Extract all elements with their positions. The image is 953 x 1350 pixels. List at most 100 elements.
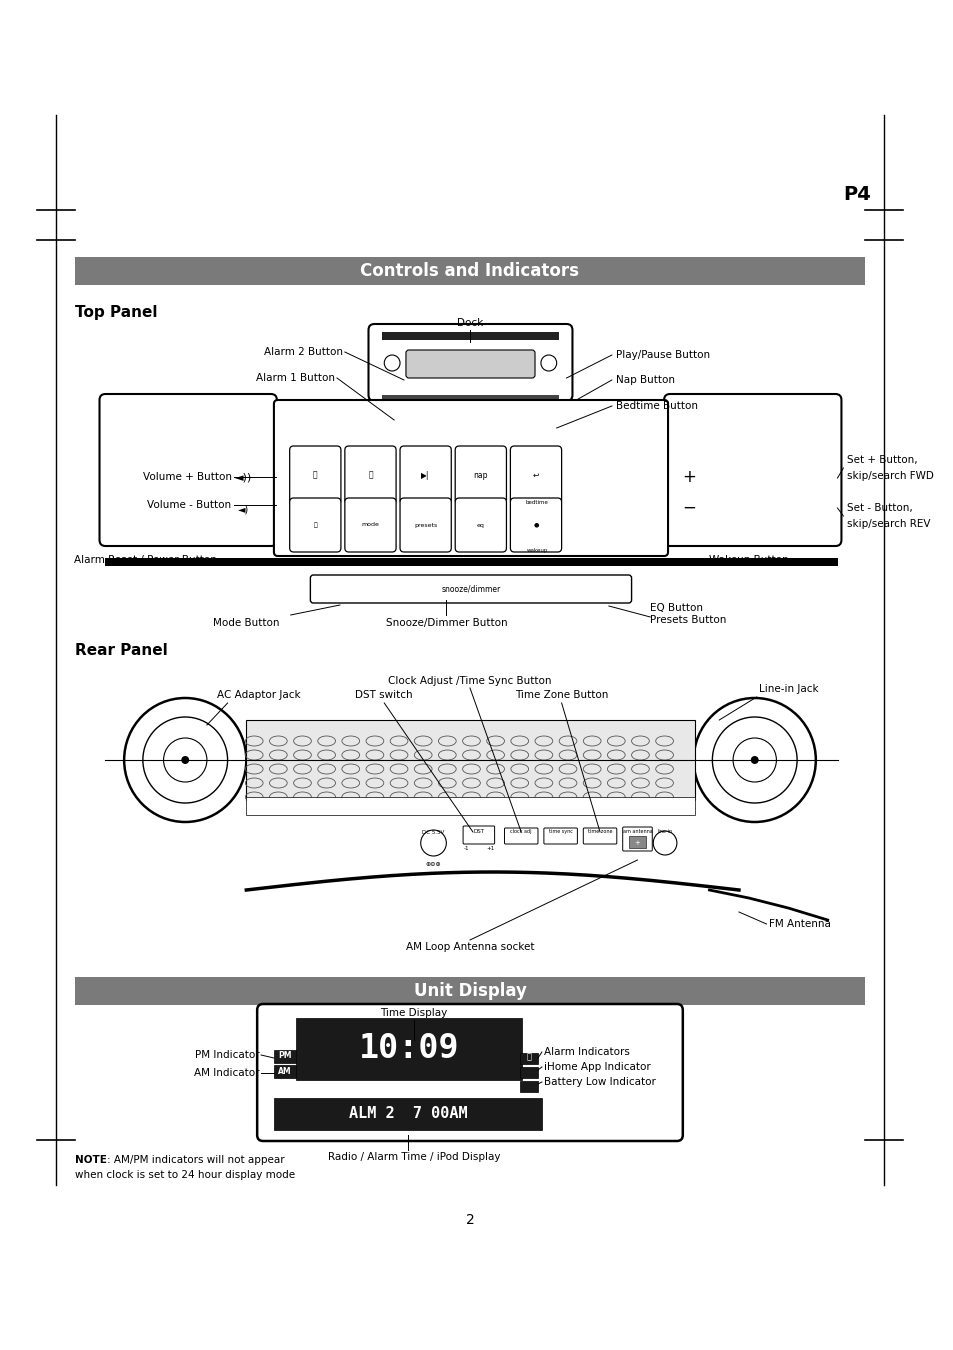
Text: Dock: Dock: [456, 319, 482, 328]
FancyBboxPatch shape: [455, 498, 506, 552]
Text: Alarm 2 Button: Alarm 2 Button: [264, 347, 342, 356]
Text: am antenna: am antenna: [622, 829, 652, 834]
Circle shape: [181, 756, 189, 764]
Text: Volume - Button: Volume - Button: [148, 500, 232, 510]
Text: Rear Panel: Rear Panel: [74, 643, 168, 657]
Text: Radio / Alarm Time / iPod Display: Radio / Alarm Time / iPod Display: [327, 1152, 499, 1162]
Text: +1: +1: [486, 846, 495, 852]
FancyBboxPatch shape: [455, 446, 506, 504]
Text: ◄)): ◄)): [234, 472, 252, 482]
Text: Top Panel: Top Panel: [74, 305, 157, 320]
Text: ⏰: ⏰: [526, 1053, 531, 1061]
Text: 2: 2: [465, 1214, 474, 1227]
Text: wakeup: wakeup: [526, 548, 547, 554]
Bar: [246, 796, 694, 815]
FancyBboxPatch shape: [510, 498, 561, 552]
FancyBboxPatch shape: [257, 1004, 682, 1141]
FancyBboxPatch shape: [582, 828, 617, 844]
Text: DST: DST: [473, 829, 484, 834]
Circle shape: [750, 756, 758, 764]
Bar: [519, 1053, 537, 1064]
FancyBboxPatch shape: [510, 446, 561, 504]
Bar: [295, 1018, 521, 1080]
Text: Time Display: Time Display: [380, 1008, 447, 1018]
Text: Time Zone Button: Time Zone Button: [515, 690, 608, 701]
FancyBboxPatch shape: [290, 446, 340, 504]
Bar: [74, 977, 864, 1004]
Bar: [74, 256, 864, 285]
Text: ◄): ◄): [237, 505, 249, 514]
Text: PM Indicator: PM Indicator: [194, 1050, 259, 1060]
Bar: [519, 1066, 537, 1079]
Text: line-in: line-in: [657, 829, 672, 834]
Text: Wakeup Button: Wakeup Button: [709, 555, 788, 566]
Text: Controls and Indicators: Controls and Indicators: [360, 262, 578, 279]
Text: EQ Button: EQ Button: [650, 603, 702, 613]
Text: ▶|: ▶|: [421, 471, 430, 479]
FancyBboxPatch shape: [543, 828, 577, 844]
Bar: [274, 1050, 295, 1062]
Text: DST switch: DST switch: [355, 690, 413, 701]
Text: Set - Button,: Set - Button,: [846, 504, 912, 513]
Text: clock adj: clock adj: [510, 829, 532, 834]
Bar: [246, 720, 694, 801]
Text: Snooze/Dimmer Button: Snooze/Dimmer Button: [385, 618, 507, 628]
FancyBboxPatch shape: [622, 828, 652, 850]
FancyBboxPatch shape: [99, 394, 276, 545]
Text: presets: presets: [414, 522, 436, 528]
Text: P4: P4: [842, 185, 870, 204]
Text: +: +: [634, 840, 639, 846]
Text: -1: -1: [463, 846, 469, 852]
Text: skip/search FWD: skip/search FWD: [846, 471, 933, 481]
Text: FM Antenna: FM Antenna: [768, 919, 829, 929]
Text: Alarm 1 Button: Alarm 1 Button: [255, 373, 335, 383]
FancyBboxPatch shape: [274, 400, 667, 556]
Text: PM: PM: [277, 1052, 292, 1061]
FancyBboxPatch shape: [344, 498, 395, 552]
Text: AM Indicator: AM Indicator: [193, 1068, 259, 1079]
Text: +: +: [681, 468, 695, 486]
Text: AM Loop Antenna socket: AM Loop Antenna socket: [405, 942, 534, 952]
FancyBboxPatch shape: [462, 826, 494, 844]
Text: Nap Button: Nap Button: [616, 375, 674, 385]
Text: Clock Adjust /Time Sync Button: Clock Adjust /Time Sync Button: [388, 676, 551, 686]
Text: snooze/dimmer: snooze/dimmer: [441, 585, 500, 594]
Text: Volume + Button: Volume + Button: [142, 472, 232, 482]
Text: H: H: [314, 558, 321, 568]
Text: Set + Button,: Set + Button,: [846, 455, 917, 464]
Text: eq: eq: [476, 522, 484, 528]
Text: time zone: time zone: [587, 829, 612, 834]
FancyBboxPatch shape: [399, 446, 451, 504]
Text: Alarm Reset / Power Button: Alarm Reset / Power Button: [73, 555, 216, 566]
Text: 10:09: 10:09: [358, 1033, 458, 1065]
Text: Line-in Jack: Line-in Jack: [758, 684, 818, 694]
Bar: [519, 1081, 537, 1092]
Text: Bedtime Button: Bedtime Button: [616, 401, 697, 410]
Text: ⊕⊖⊕: ⊕⊖⊕: [425, 863, 441, 867]
Text: ALM 2  7 00AM: ALM 2 7 00AM: [348, 1107, 467, 1122]
Text: : AM/PM indicators will not appear: : AM/PM indicators will not appear: [108, 1156, 285, 1165]
Text: AM: AM: [277, 1068, 292, 1076]
Text: −: −: [681, 500, 695, 517]
Bar: [274, 1065, 295, 1079]
Text: ⏰: ⏰: [368, 471, 373, 479]
FancyBboxPatch shape: [290, 498, 340, 552]
Text: iHome App Indicator: iHome App Indicator: [543, 1062, 650, 1072]
FancyBboxPatch shape: [399, 498, 451, 552]
Text: NOTE: NOTE: [74, 1156, 107, 1165]
Text: ⏻: ⏻: [314, 522, 316, 528]
Text: Alarm Indicators: Alarm Indicators: [543, 1048, 629, 1057]
FancyBboxPatch shape: [310, 575, 631, 603]
Text: bedtime: bedtime: [525, 500, 548, 505]
Text: Mode Button: Mode Button: [213, 618, 279, 628]
Bar: [628, 836, 646, 848]
Text: ●: ●: [533, 522, 538, 528]
FancyBboxPatch shape: [344, 446, 395, 504]
Text: time sync: time sync: [548, 829, 572, 834]
Text: DC 5.5V: DC 5.5V: [422, 830, 444, 836]
Bar: [274, 1098, 541, 1130]
FancyBboxPatch shape: [504, 828, 537, 844]
FancyBboxPatch shape: [663, 394, 841, 545]
Text: ⏰: ⏰: [313, 471, 317, 479]
Text: Play/Pause Button: Play/Pause Button: [616, 350, 709, 360]
